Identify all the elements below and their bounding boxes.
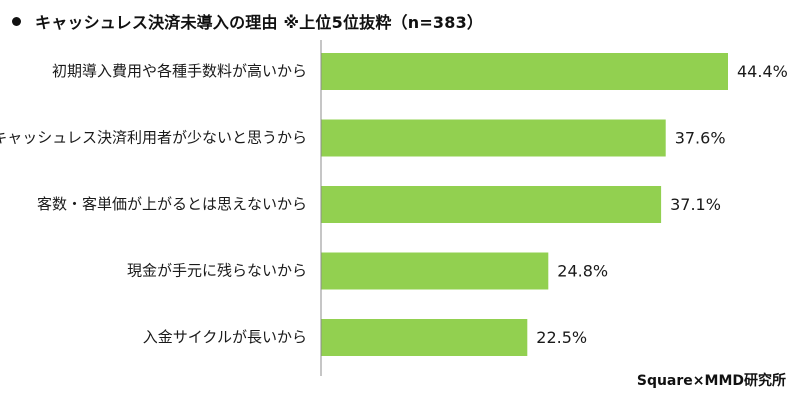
category-label: 客数・客単価が上がるとは思えないから — [37, 195, 307, 213]
title-bullet-icon — [12, 16, 21, 26]
category-label: 現金が手元に残らないから — [127, 262, 307, 280]
data-label: 37.1% — [670, 195, 721, 214]
data-label: 22.5% — [536, 328, 587, 347]
bar — [321, 252, 549, 290]
bar — [321, 119, 666, 157]
chart-title-row: キャッシュレス決済未導入の理由 ※上位5位抜粋（n=383） — [12, 8, 483, 34]
data-label: 37.6% — [675, 129, 726, 148]
source-credit: Square×MMD研究所 — [636, 373, 786, 389]
category-label: キャッシュレス決済利用者が少ないと思うから — [0, 129, 307, 147]
bar — [321, 186, 662, 223]
data-label: 24.8% — [557, 262, 608, 281]
data-label: 44.4% — [737, 62, 788, 81]
bar — [321, 319, 528, 356]
bar — [321, 53, 728, 90]
chart-title: キャッシュレス決済未導入の理由 ※上位5位抜粋（n=383） — [35, 13, 484, 32]
category-label: 初期導入費用や各種手数料が高いから — [52, 62, 307, 80]
category-label: 入金サイクルが長いから — [143, 328, 307, 346]
